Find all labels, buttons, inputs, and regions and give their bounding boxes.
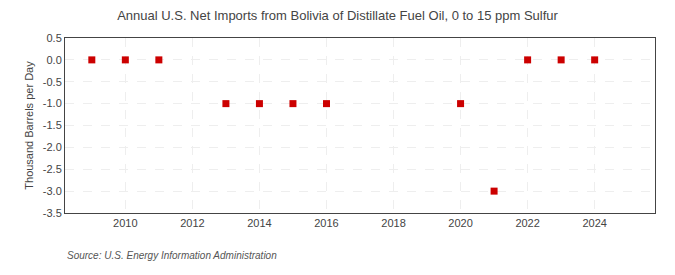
svg-text:2014: 2014 bbox=[247, 217, 271, 229]
svg-text:2024: 2024 bbox=[582, 217, 606, 229]
svg-text:Thousand Barrels per Day: Thousand Barrels per Day bbox=[23, 61, 35, 190]
svg-text:2012: 2012 bbox=[180, 217, 204, 229]
svg-text:2022: 2022 bbox=[515, 217, 539, 229]
svg-text:-1.0: -1.0 bbox=[43, 97, 62, 109]
svg-text:-1.5: -1.5 bbox=[43, 119, 62, 131]
svg-text:-0.5: -0.5 bbox=[43, 76, 62, 88]
svg-text:-2.0: -2.0 bbox=[43, 141, 62, 153]
svg-text:Source: U.S. Energy Informatio: Source: U.S. Energy Information Administ… bbox=[67, 250, 277, 261]
svg-text:-3.5: -3.5 bbox=[43, 207, 62, 219]
svg-text:2020: 2020 bbox=[448, 217, 472, 229]
svg-text:2016: 2016 bbox=[314, 217, 338, 229]
svg-text:0.5: 0.5 bbox=[47, 32, 62, 44]
svg-text:2010: 2010 bbox=[113, 217, 137, 229]
svg-text:2018: 2018 bbox=[381, 217, 405, 229]
svg-text:0.0: 0.0 bbox=[47, 54, 62, 66]
svg-text:-2.5: -2.5 bbox=[43, 163, 62, 175]
svg-text:-3.0: -3.0 bbox=[43, 185, 62, 197]
svg-text:Annual U.S. Net Imports from B: Annual U.S. Net Imports from Bolivia of … bbox=[117, 8, 558, 23]
